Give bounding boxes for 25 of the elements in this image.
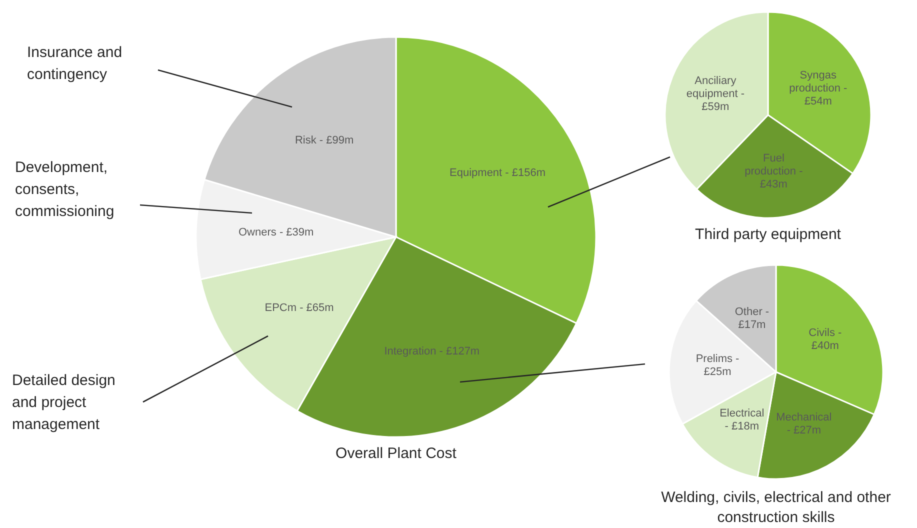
text: Insurance and contingency xyxy=(27,43,124,85)
text: Welding, civils, electrical and other construction skills xyxy=(660,488,892,528)
slice-label: Other - xyxy=(734,306,770,318)
slice-label: Equipment - £156m xyxy=(450,167,546,180)
slice-label: EPCm - £65m xyxy=(264,302,334,314)
slice-label: Civils - xyxy=(808,327,842,340)
data-label: £54m xyxy=(804,96,832,108)
slice-label: Integration - £127m xyxy=(384,346,480,358)
text: Development, consents, commissioning xyxy=(15,158,116,222)
slice-label: Anciliary equipment - xyxy=(686,74,745,100)
data-label: £59m xyxy=(702,100,730,113)
slice-label: Electrical - £18m xyxy=(720,407,764,432)
data-label: £17m xyxy=(738,318,766,331)
slice-label: Mechanical - £27m xyxy=(776,411,832,436)
data-label: £40m xyxy=(811,340,839,352)
slice-label: Owners - £39m xyxy=(238,226,314,238)
data-label: £25m xyxy=(704,366,732,378)
text: Third party equipment xyxy=(694,225,842,245)
slice-label: Fuel production - xyxy=(744,152,804,178)
slice-label: Prelims - xyxy=(696,352,740,365)
slice-label: Risk - £99m xyxy=(294,134,354,147)
slice-label: Syngas production - xyxy=(789,70,848,95)
text: Overall Plant Cost xyxy=(334,444,458,464)
data-label: £43m xyxy=(760,178,788,190)
text: Detailed design and project management xyxy=(12,371,116,435)
